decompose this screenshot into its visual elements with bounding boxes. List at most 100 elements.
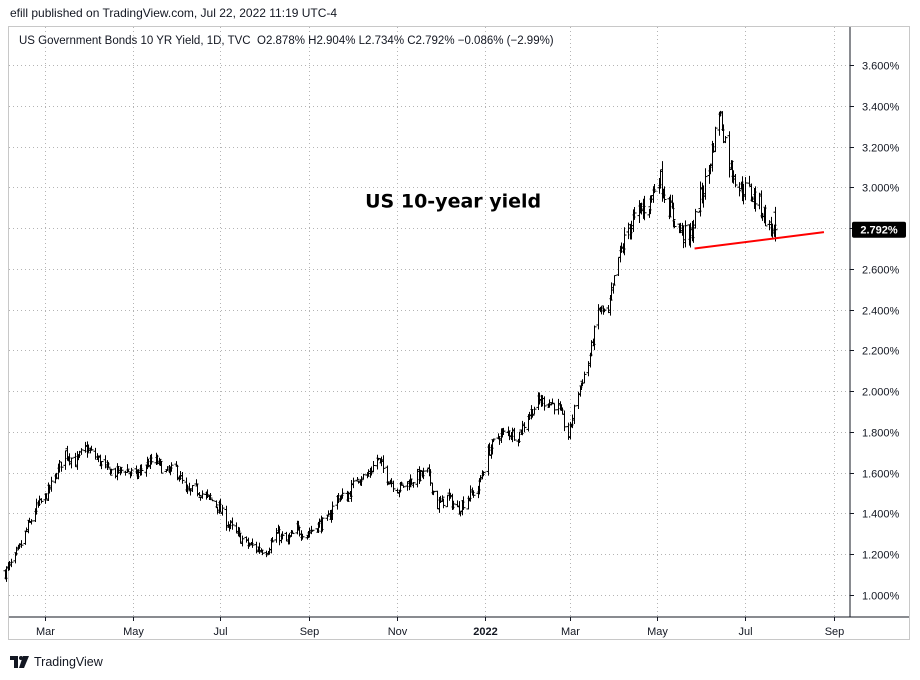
last-price-badge	[852, 221, 906, 238]
ohlc-bars	[3, 110, 778, 582]
ohlc-bar	[743, 177, 748, 201]
ohlc-bar	[240, 535, 245, 547]
ohlc-bar	[672, 220, 677, 229]
ohlc-bar	[198, 496, 203, 501]
axes: 1.000% 1.200% 1.400% 1.600% 1.800% 2.000% 2.20…	[9, 27, 909, 638]
y-tick-label: 3.600%	[862, 61, 900, 73]
ohlc-bar	[461, 496, 466, 510]
symbol-legend[interactable]: US Government Bonds 10 YR Yield, 1D, TVC…	[19, 35, 554, 47]
ohlc-bar	[592, 325, 597, 351]
ohlc-bar	[197, 491, 202, 497]
ohlc-bar	[616, 257, 621, 277]
ohlc-bar	[612, 275, 617, 285]
x-tick-label: Sep	[825, 626, 845, 638]
ohlc-bar	[481, 471, 486, 477]
ohlc-bar	[49, 476, 54, 492]
ohlc-bar	[471, 490, 476, 498]
ohlc-bar	[129, 467, 134, 477]
symbol-title: US Government Bonds 10 YR Yield, 1D, TVC	[19, 35, 251, 47]
ohlc-bar	[596, 304, 601, 330]
ohlc-bar	[119, 468, 124, 474]
y-tick-label: 2.400%	[862, 306, 900, 318]
ohlc-bar	[361, 473, 366, 480]
ohlc-bar	[139, 464, 144, 476]
x-tick-label: Jul	[213, 626, 227, 638]
ohlc-bar	[451, 500, 456, 510]
ohlc-bar	[747, 175, 752, 187]
ohlc-bar	[169, 462, 174, 472]
ohlc-bar	[753, 186, 758, 212]
ohlc-bar	[109, 468, 114, 474]
ohlc-bar	[355, 477, 360, 481]
ohlc-bar	[351, 477, 356, 489]
ohlc-bar	[325, 514, 330, 521]
ohlc-bar	[9, 558, 14, 568]
x-tick-label: 2022	[473, 626, 497, 638]
ohlc-values: O2.878% H2.904% L2.734% C2.792% −0.086% …	[257, 35, 554, 47]
ohlc-bar	[737, 182, 742, 197]
ohlc-bar	[522, 422, 527, 433]
ohlc-bar	[693, 208, 698, 229]
published-info: efill published on TradingView.com, Jul …	[10, 6, 338, 20]
footer-brand: TradingView	[34, 655, 103, 669]
last-price-label: 2.792%	[860, 225, 898, 237]
ohlc-bar	[230, 517, 235, 530]
ohlc-bar	[767, 220, 772, 231]
ohlc-bar	[381, 455, 386, 473]
ohlc-bar	[260, 549, 265, 556]
ohlc-bar	[310, 529, 315, 532]
ohlc-bar	[237, 527, 242, 538]
ohlc-bar	[99, 461, 104, 470]
ohlc-bar	[180, 471, 185, 484]
ohlc-bar	[159, 460, 164, 474]
ohlc-bar	[157, 457, 162, 466]
footer[interactable]: TradingView	[10, 654, 103, 670]
ohlc-bar	[606, 304, 611, 314]
ohlc-bar	[723, 136, 728, 144]
ohlc-bar	[175, 464, 180, 481]
ohlc-bar	[556, 398, 561, 415]
x-tick-label: Nov	[388, 626, 408, 638]
ohlc-bar	[562, 410, 567, 432]
x-tick-label: Sep	[300, 626, 320, 638]
ohlc-bar	[200, 490, 205, 499]
ohlc-bar	[683, 220, 688, 248]
chart-frame	[8, 26, 910, 640]
ohlc-bar	[671, 202, 676, 228]
support-trendline	[694, 231, 825, 250]
ohlc-bar	[220, 504, 225, 516]
ohlc-bar	[165, 466, 170, 471]
chart-annotation: US 10-year yield	[365, 191, 541, 213]
y-tick-label: 2.600%	[862, 265, 900, 277]
ohlc-bar	[149, 453, 154, 465]
ohlc-bar	[300, 533, 305, 540]
x-tick-label: Jul	[738, 626, 752, 638]
ohlc-bar	[210, 499, 215, 502]
x-tick-label: Mar	[561, 626, 580, 638]
ohlc-bar	[552, 403, 557, 415]
ohlc-bar	[59, 461, 64, 472]
ohlc-bar	[320, 517, 325, 532]
y-tick-label: 2.000%	[862, 387, 900, 399]
ohlc-bar	[63, 450, 68, 470]
ohlc-bar	[39, 498, 44, 504]
y-tick-label: 3.400%	[862, 102, 900, 114]
ohlc-bar	[340, 488, 345, 499]
ohlc-bar	[727, 131, 732, 178]
ohlc-bar	[208, 493, 213, 501]
ohlc-bar	[123, 470, 128, 476]
ohlc-bar	[326, 510, 331, 516]
ohlc-bar	[89, 445, 94, 451]
ohlc-bar	[270, 536, 275, 542]
ohlc-bar	[375, 454, 380, 470]
y-tick-label: 1.200%	[862, 550, 900, 562]
ohlc-bar	[642, 195, 647, 221]
ohlc-bar	[667, 196, 672, 220]
ohlc-bar	[703, 168, 708, 200]
ohlc-bar	[602, 308, 607, 313]
ohlc-bar	[431, 490, 436, 496]
ohlc-bar	[733, 173, 738, 188]
ohlc-bar	[652, 183, 657, 194]
y-tick-label: 1.800%	[862, 428, 900, 440]
